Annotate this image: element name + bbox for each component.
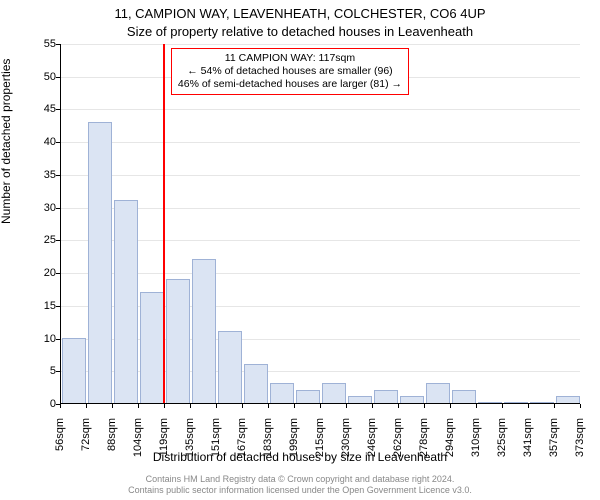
x-tick-mark [424,404,425,408]
page-subtitle: Size of property relative to detached ho… [0,24,600,39]
gridline [61,208,580,209]
x-tick-mark [138,404,139,408]
x-tick-mark [268,404,269,408]
y-tick-label: 40 [26,136,56,148]
y-tick-label: 20 [26,267,56,279]
x-tick-mark [580,404,581,408]
page-title: 11, CAMPION WAY, LEAVENHEATH, COLCHESTER… [0,6,600,21]
x-tick-mark [450,404,451,408]
y-tick-label: 50 [26,71,56,83]
x-tick-mark [164,404,165,408]
x-tick-mark [476,404,477,408]
x-tick-mark [190,404,191,408]
histogram-bar [348,396,372,403]
y-axis-label: Number of detached properties [0,59,13,224]
x-tick-mark [112,404,113,408]
annotation-line: 46% of semi-detached houses are larger (… [178,78,402,91]
annotation-line: 11 CAMPION WAY: 117sqm [178,52,402,65]
histogram-bar [374,390,398,403]
y-tick-label: 0 [26,398,56,410]
x-tick-mark [242,404,243,408]
histogram-bar [426,383,450,403]
annotation-line: ← 54% of detached houses are smaller (96… [178,65,402,78]
gridline [61,44,580,45]
histogram-bar [192,259,216,403]
x-tick-mark [398,404,399,408]
x-tick-mark [554,404,555,408]
histogram-bar [244,364,268,403]
y-tick-label: 55 [26,38,56,50]
x-tick-mark [528,404,529,408]
reference-line [163,44,165,403]
x-tick-mark [86,404,87,408]
x-tick-mark [320,404,321,408]
x-tick-mark [346,404,347,408]
histogram-bar [62,338,86,403]
y-tick-label: 45 [26,103,56,115]
histogram-bar [322,383,346,403]
histogram-bar [218,331,242,403]
gridline [61,273,580,274]
y-tick-label: 25 [26,234,56,246]
chart-page: 11, CAMPION WAY, LEAVENHEATH, COLCHESTER… [0,0,600,500]
x-tick-mark [216,404,217,408]
histogram-bar [270,383,294,403]
histogram-bar [556,396,580,403]
annotation-box: 11 CAMPION WAY: 117sqm← 54% of detached … [171,48,409,95]
histogram-bar [400,396,424,403]
histogram-bar [114,200,138,403]
y-tick-label: 30 [26,202,56,214]
gridline [61,175,580,176]
histogram-bar [530,402,554,403]
y-tick-label: 35 [26,169,56,181]
footer-line-2: Contains public sector information licen… [0,485,600,496]
gridline [61,109,580,110]
y-tick-label: 5 [26,365,56,377]
histogram-bar [166,279,190,403]
x-tick-mark [294,404,295,408]
histogram-bar [478,402,502,403]
gridline [61,240,580,241]
footer-line-1: Contains HM Land Registry data © Crown c… [0,474,600,485]
x-tick-mark [60,404,61,408]
y-tick-label: 15 [26,300,56,312]
x-tick-mark [372,404,373,408]
histogram-bar [296,390,320,403]
histogram-bar [140,292,164,403]
x-axis-label: Distribution of detached houses by size … [0,450,600,464]
plot-area: 11 CAMPION WAY: 117sqm← 54% of detached … [60,44,580,404]
gridline [61,142,580,143]
histogram-bar [504,402,528,403]
x-tick-mark [502,404,503,408]
y-tick-label: 10 [26,333,56,345]
histogram-bar [88,122,112,403]
footer-attribution: Contains HM Land Registry data © Crown c… [0,474,600,496]
histogram-bar [452,390,476,403]
